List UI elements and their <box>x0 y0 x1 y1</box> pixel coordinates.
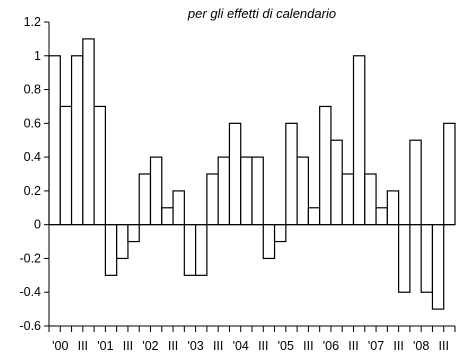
x-tick-label: III <box>439 339 449 353</box>
bar <box>149 156 163 226</box>
bar <box>431 224 445 310</box>
bar <box>409 139 422 226</box>
y-tick-label: 0 <box>34 218 41 232</box>
bar <box>228 122 242 226</box>
bar <box>398 224 411 293</box>
x-tick-label: III <box>393 339 403 353</box>
bar <box>364 173 377 226</box>
y-tick-label: -0.6 <box>19 319 41 333</box>
bar <box>82 38 95 226</box>
x-tick-label: III <box>258 339 268 353</box>
bar <box>262 224 276 260</box>
bar <box>307 207 321 226</box>
bar <box>195 224 208 276</box>
x-tick-label: III <box>348 339 358 353</box>
x-tick-label: '07 <box>368 339 384 353</box>
chart-subtitle: per gli effetti di calendario <box>187 6 336 21</box>
x-tick-label: III <box>168 339 178 353</box>
y-tick-label: 0.4 <box>24 150 41 164</box>
bar <box>443 122 456 226</box>
bars <box>48 38 456 310</box>
x-tick-label: III <box>78 339 88 353</box>
x-tick-label: '03 <box>187 339 203 353</box>
x-tick-label: III <box>213 339 223 353</box>
y-axis: 1.2 1 0.8 0.6 0.4 0.2 0 -0.2 -0.4 -0.6 <box>19 15 50 333</box>
bar <box>183 224 197 276</box>
bar <box>138 173 152 226</box>
y-tick-label: 0.2 <box>24 184 41 198</box>
bar <box>127 224 140 243</box>
bar <box>217 156 231 226</box>
bar <box>161 207 174 226</box>
bar <box>70 55 84 226</box>
bar <box>172 190 185 226</box>
bar <box>352 55 366 226</box>
bar <box>48 55 61 226</box>
bar <box>285 122 298 226</box>
bar <box>386 190 400 226</box>
y-tick-label: -0.2 <box>19 251 41 265</box>
x-tick-label: '04 <box>233 339 249 353</box>
bar <box>341 173 355 226</box>
bar <box>206 173 219 226</box>
y-tick-label: 1.2 <box>24 15 41 29</box>
bar <box>93 105 106 226</box>
bar <box>296 156 309 226</box>
x-tick-label: '02 <box>142 339 158 353</box>
bar <box>251 156 264 226</box>
bar <box>116 224 129 260</box>
x-tick-label: '06 <box>323 339 339 353</box>
bar <box>319 105 332 226</box>
bar <box>240 156 253 226</box>
y-tick-label: -0.4 <box>19 285 41 299</box>
bar <box>330 139 343 226</box>
x-tick-label: III <box>303 339 313 353</box>
bar <box>420 224 434 293</box>
x-axis: '00 III '01 III '02 III '03 III '04 III '05 III '06 I… <box>48 224 456 353</box>
bar <box>104 224 118 276</box>
y-tick-label: 0.6 <box>24 116 41 130</box>
y-tick-label: 0.8 <box>24 83 41 97</box>
bar <box>375 207 388 226</box>
bar <box>59 105 73 226</box>
x-tick-label: '00 <box>52 339 68 353</box>
x-tick-label: '05 <box>278 339 294 353</box>
x-tick-label: '01 <box>97 339 113 353</box>
x-tick-label: III <box>123 339 133 353</box>
y-tick-label: 1 <box>34 49 41 63</box>
x-tick-label: '08 <box>413 339 429 353</box>
bar <box>273 224 287 243</box>
